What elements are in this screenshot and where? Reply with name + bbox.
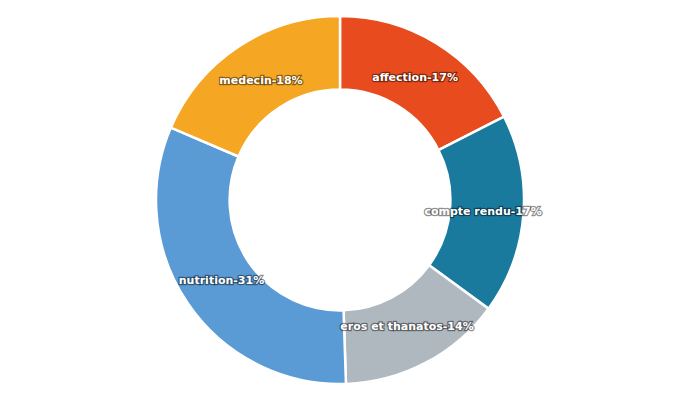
data-label: affection-17% [372,71,458,84]
data-labels: affection-17% compte rendu-17% eros et tha… [179,71,542,333]
data-label: medecin-18% [219,74,302,87]
data-label: compte rendu-17% [424,205,541,218]
data-label: eros et thanatos-14% [340,320,473,333]
slice [171,16,340,157]
slices [156,16,524,384]
donut: affection-17% compte rendu-17% eros et tha… [156,16,542,384]
data-label: nutrition-31% [179,274,264,287]
slice [156,128,346,384]
chart: affection-17% compte rendu-17% eros et tha… [0,0,680,400]
